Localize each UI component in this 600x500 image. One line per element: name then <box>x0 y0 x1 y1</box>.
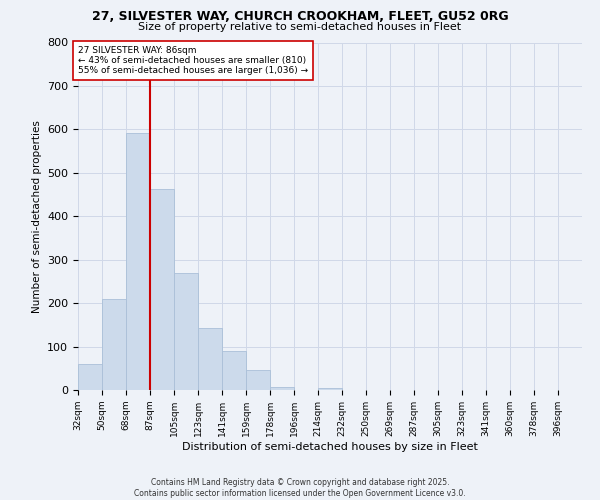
Bar <box>246 370 270 390</box>
Bar <box>318 388 342 390</box>
Bar <box>150 189 174 390</box>
Text: 27 SILVESTER WAY: 86sqm
← 43% of semi-detached houses are smaller (810)
55% of s: 27 SILVESTER WAY: 86sqm ← 43% of semi-de… <box>78 46 308 76</box>
X-axis label: Distribution of semi-detached houses by size in Fleet: Distribution of semi-detached houses by … <box>182 442 478 452</box>
Text: Contains HM Land Registry data © Crown copyright and database right 2025.
Contai: Contains HM Land Registry data © Crown c… <box>134 478 466 498</box>
Bar <box>270 386 294 390</box>
Bar <box>78 364 102 390</box>
Text: Size of property relative to semi-detached houses in Fleet: Size of property relative to semi-detach… <box>139 22 461 32</box>
Bar <box>198 328 222 390</box>
Y-axis label: Number of semi-detached properties: Number of semi-detached properties <box>32 120 41 312</box>
Bar <box>102 299 126 390</box>
Bar <box>222 351 246 390</box>
Bar <box>174 272 198 390</box>
Bar <box>126 133 150 390</box>
Text: 27, SILVESTER WAY, CHURCH CROOKHAM, FLEET, GU52 0RG: 27, SILVESTER WAY, CHURCH CROOKHAM, FLEE… <box>92 10 508 23</box>
